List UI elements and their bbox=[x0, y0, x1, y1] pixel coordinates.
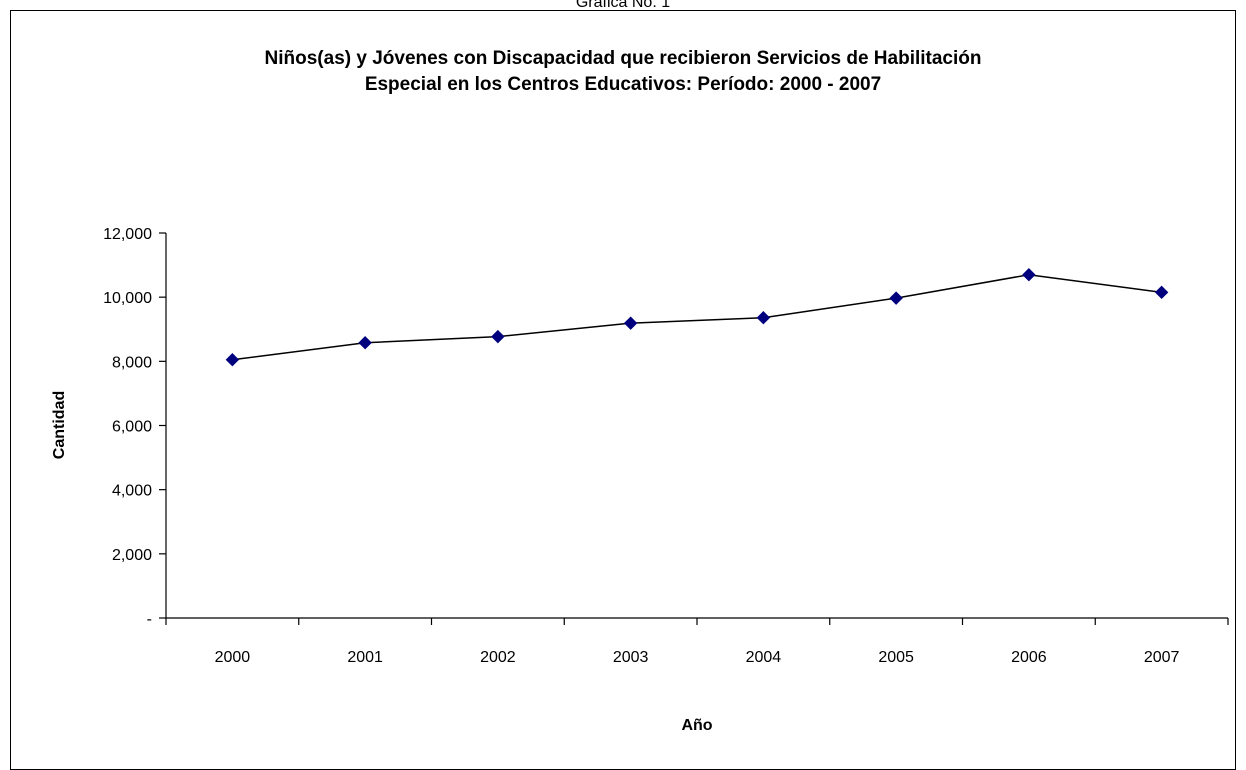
data-point-marker bbox=[623, 316, 638, 330]
y-tick-label: 2,000 bbox=[112, 547, 152, 564]
chart-title: Niños(as) y Jóvenes con Discapacidad que… bbox=[10, 46, 1236, 98]
chart-title-line-1: Niños(as) y Jóvenes con Discapacidad que… bbox=[264, 48, 982, 69]
x-tick-label: 2002 bbox=[480, 649, 516, 666]
y-tick-label: 10,000 bbox=[103, 290, 152, 307]
page-header-caption: Gráfica No. 1 bbox=[575, 0, 671, 11]
series-line bbox=[232, 273, 1162, 361]
y-tick-label: 8,000 bbox=[112, 354, 152, 371]
y-axis-title: Cantidad bbox=[51, 391, 68, 459]
x-tick-label: 2003 bbox=[613, 649, 649, 666]
chart-series bbox=[225, 268, 1169, 367]
y-tick-label: 6,000 bbox=[112, 419, 152, 436]
x-axis-title: Año bbox=[681, 717, 712, 734]
x-tick-label: 2005 bbox=[878, 649, 914, 666]
chart-axes: - 2,000 4,000 6,000 8,000 10,000 12,000 2000 200… bbox=[103, 226, 1229, 666]
x-tick-label: 2000 bbox=[215, 649, 251, 666]
chart-title-line-2: Especial en los Centros Educativos: Perí… bbox=[364, 74, 882, 95]
y-tick-label: 4,000 bbox=[112, 483, 152, 500]
data-point-marker bbox=[1154, 285, 1169, 300]
data-point-marker bbox=[491, 329, 505, 344]
y-tick-label: - bbox=[147, 611, 152, 628]
data-point-marker bbox=[225, 353, 240, 367]
x-tick-label: 2007 bbox=[1144, 649, 1180, 666]
data-point-marker bbox=[889, 291, 903, 305]
data-point-marker bbox=[756, 310, 771, 325]
data-point-marker bbox=[358, 336, 372, 350]
y-tick-label: 12,000 bbox=[103, 226, 152, 243]
x-tick-label: 2001 bbox=[347, 649, 383, 666]
x-tick-label: 2004 bbox=[746, 649, 782, 666]
x-tick-label: 2006 bbox=[1011, 649, 1047, 666]
data-point-marker bbox=[1022, 268, 1036, 282]
